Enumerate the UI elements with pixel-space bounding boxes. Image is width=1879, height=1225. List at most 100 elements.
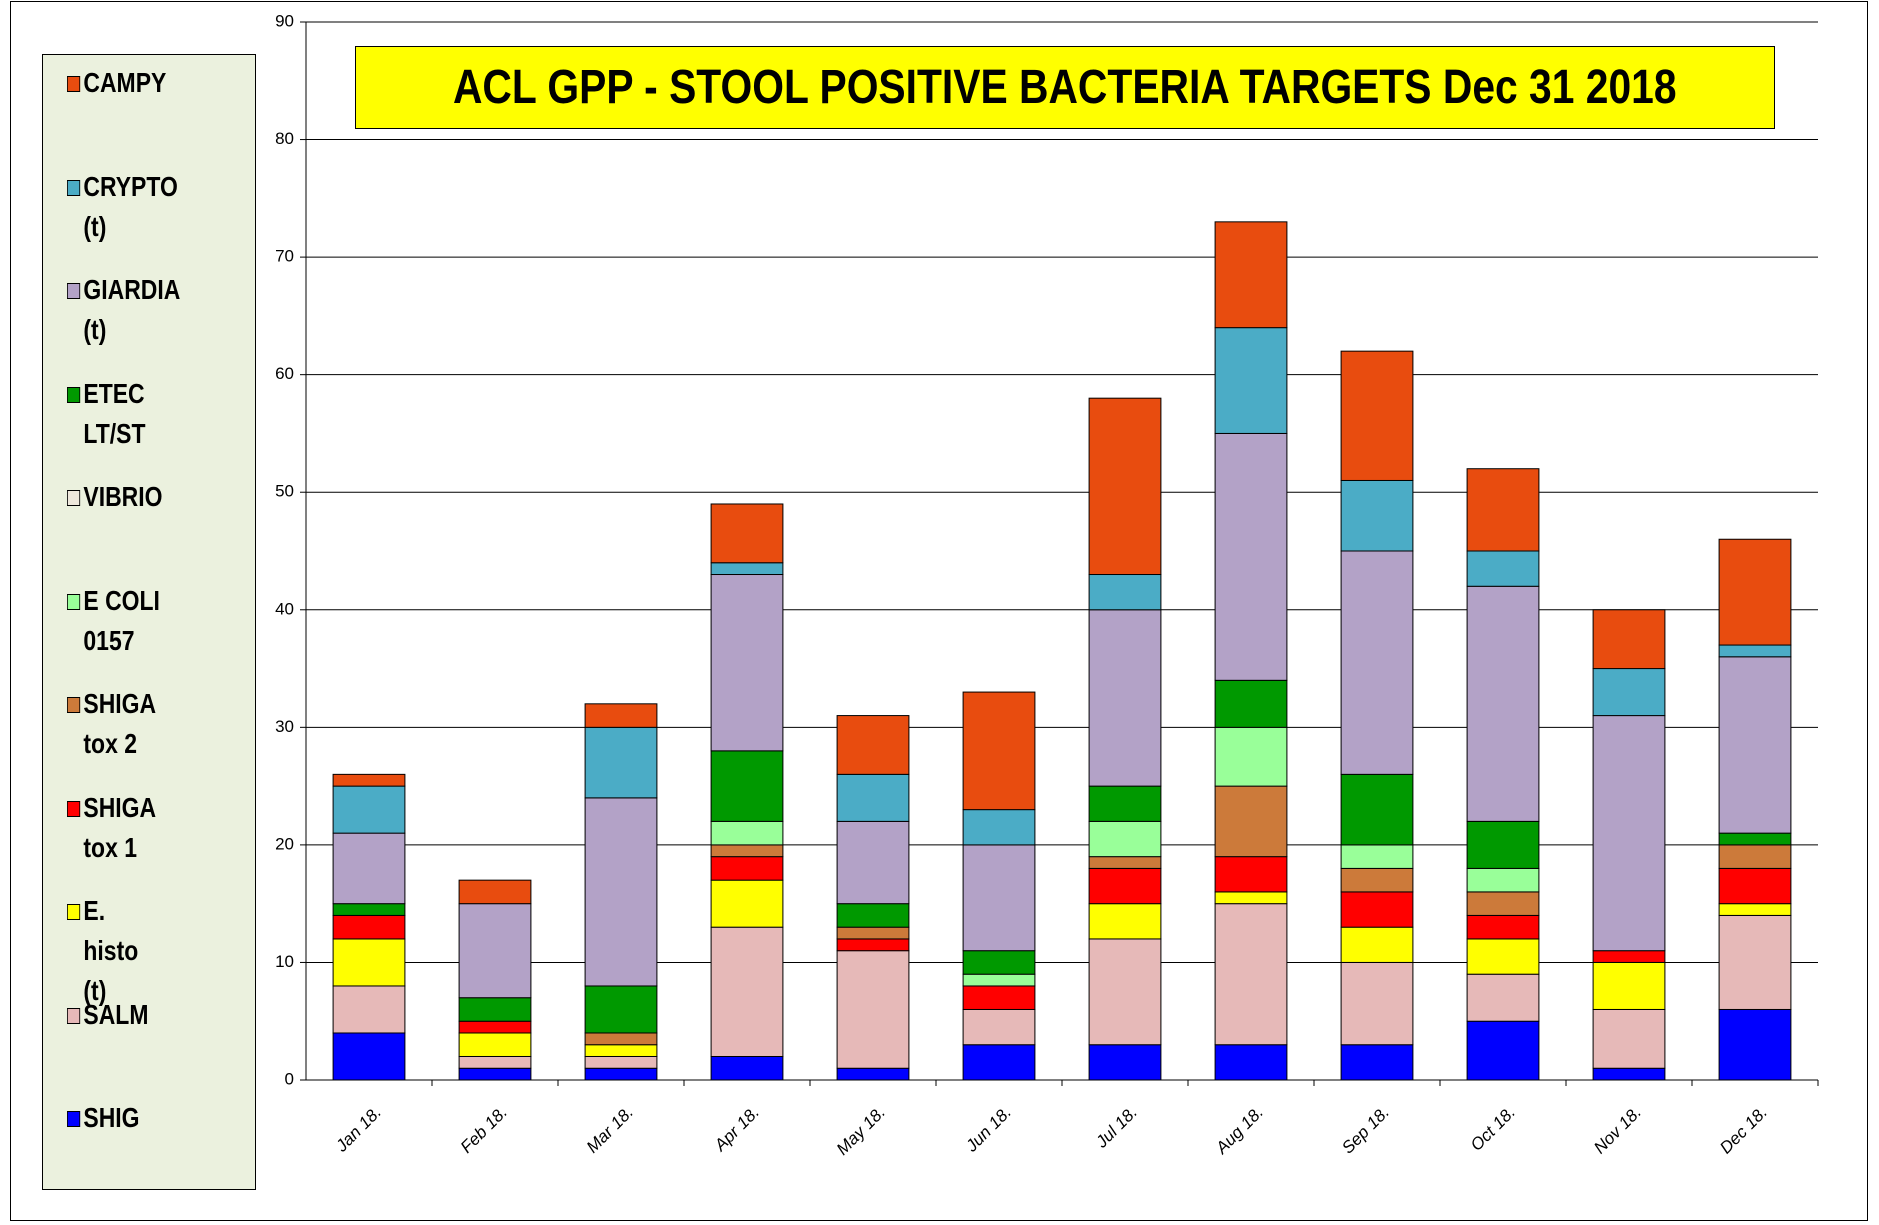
bar-segment xyxy=(1340,891,1414,928)
bar-segment xyxy=(1088,574,1162,611)
bar-segment xyxy=(1340,961,1414,1046)
legend-swatch xyxy=(67,904,81,920)
bar-segment xyxy=(584,1055,658,1069)
bar-segment xyxy=(1718,914,1792,1010)
x-tick-label: Jan 18. xyxy=(331,1103,385,1157)
bar-segment xyxy=(962,1044,1036,1081)
bar-segment xyxy=(836,938,910,952)
bar-segment xyxy=(1214,432,1288,681)
legend-label: GIARDIA (t) xyxy=(83,274,180,345)
legend-swatch xyxy=(67,593,81,610)
legend-swatch xyxy=(67,697,81,713)
bar-segment xyxy=(710,926,784,1057)
bar-segment xyxy=(1718,867,1792,905)
bar-segment xyxy=(836,926,910,940)
bar-segment xyxy=(710,844,784,858)
bar-segment xyxy=(1214,1044,1288,1081)
bar-segment xyxy=(1088,397,1162,576)
legend-item: E. histo (t) xyxy=(67,891,206,1011)
bar-segment xyxy=(458,1032,532,1057)
bar-segment xyxy=(1592,668,1666,717)
bar-segment xyxy=(1214,327,1288,434)
bar-segment xyxy=(710,879,784,928)
bar-segment xyxy=(458,1055,532,1069)
bar-segment xyxy=(1466,973,1540,1022)
bar-segment xyxy=(332,832,406,905)
bar-segment xyxy=(1088,856,1162,869)
bar-segment xyxy=(1340,550,1414,775)
bar-segment xyxy=(710,820,784,846)
legend-item: ETEC LT/ST xyxy=(67,374,206,454)
bar-segment xyxy=(962,1008,1036,1046)
bar-segment xyxy=(710,574,784,752)
bar-segment xyxy=(836,903,910,928)
bar-segment xyxy=(1214,221,1288,329)
bar-segment xyxy=(1088,785,1162,822)
bar-segment xyxy=(1592,961,1666,1010)
bar-segment xyxy=(836,773,910,822)
bar-segment xyxy=(1466,867,1540,893)
bar-segment xyxy=(1466,914,1540,940)
bar-segment xyxy=(1718,844,1792,869)
bar-segment xyxy=(1088,938,1162,1046)
legend-item: VIBRIO xyxy=(67,477,206,517)
bar-segment xyxy=(332,914,406,940)
legend-label: VIBRIO xyxy=(83,481,163,512)
bar-segment xyxy=(962,950,1036,975)
chart-title: ACL GPP - STOOL POSITIVE BACTERIA TARGET… xyxy=(453,61,1677,114)
bar-segment xyxy=(1088,903,1162,940)
y-tick-label: 20 xyxy=(275,834,294,853)
y-tick-label: 50 xyxy=(275,482,294,501)
bar-segment xyxy=(962,844,1036,952)
bar-segment xyxy=(332,773,406,787)
y-tick-label: 60 xyxy=(275,364,294,383)
bar-segment xyxy=(332,1032,406,1081)
bar-segment xyxy=(584,797,658,987)
bar-segment xyxy=(1718,656,1792,834)
bar-segment xyxy=(836,820,910,905)
bar-segment xyxy=(1214,726,1288,787)
y-tick-label: 0 xyxy=(285,1069,294,1088)
y-tick-label: 70 xyxy=(275,247,294,266)
bar-segment xyxy=(1592,715,1666,952)
bar-segment xyxy=(584,1032,658,1046)
legend-label: CRYPTO (t) xyxy=(83,170,178,242)
bar-segment xyxy=(1592,950,1666,963)
legend-item: CRYPTO (t) xyxy=(67,167,206,247)
legend-item: SHIGA tox 2 xyxy=(67,684,206,764)
bar-segment xyxy=(1718,832,1792,846)
bar-segment xyxy=(584,703,658,728)
legend-label: E. histo (t) xyxy=(83,895,139,1006)
bar-segment xyxy=(584,1044,658,1057)
bar-segment xyxy=(332,938,406,987)
bar-segment xyxy=(332,985,406,1034)
x-tick-label: Apr 18. xyxy=(710,1103,763,1156)
legend-swatch xyxy=(67,1111,81,1127)
x-tick-label: Aug 18. xyxy=(1211,1103,1267,1159)
bar-segment xyxy=(1340,844,1414,869)
bar-segment xyxy=(1340,350,1414,481)
bar-segment xyxy=(710,562,784,576)
bar-segment xyxy=(1466,550,1540,587)
legend-label: SHIGA tox 2 xyxy=(83,688,156,759)
bar-segment xyxy=(1340,867,1414,893)
bar-segment xyxy=(1718,644,1792,658)
legend-swatch xyxy=(67,283,81,299)
legend-item: SALM xyxy=(67,995,206,1035)
bar-segment xyxy=(1592,1008,1666,1069)
bar-segment xyxy=(458,879,532,905)
bar-segment xyxy=(1214,891,1288,905)
frame xyxy=(10,1,1868,1221)
legend: SHIG SALM E. histo (t) SHIGA tox 1 SHIGA tox… xyxy=(42,54,256,1190)
y-tick-label: 10 xyxy=(275,952,294,971)
y-tick-label: 30 xyxy=(275,717,294,736)
legend-label: E COLI 0157 xyxy=(83,584,160,656)
legend-item: GIARDIA (t) xyxy=(67,270,206,350)
bar-segment xyxy=(1088,867,1162,905)
legend-item: SHIG xyxy=(67,1098,206,1138)
bar-segment xyxy=(710,750,784,822)
legend-swatch xyxy=(67,386,81,403)
bar-segment xyxy=(458,1020,532,1034)
